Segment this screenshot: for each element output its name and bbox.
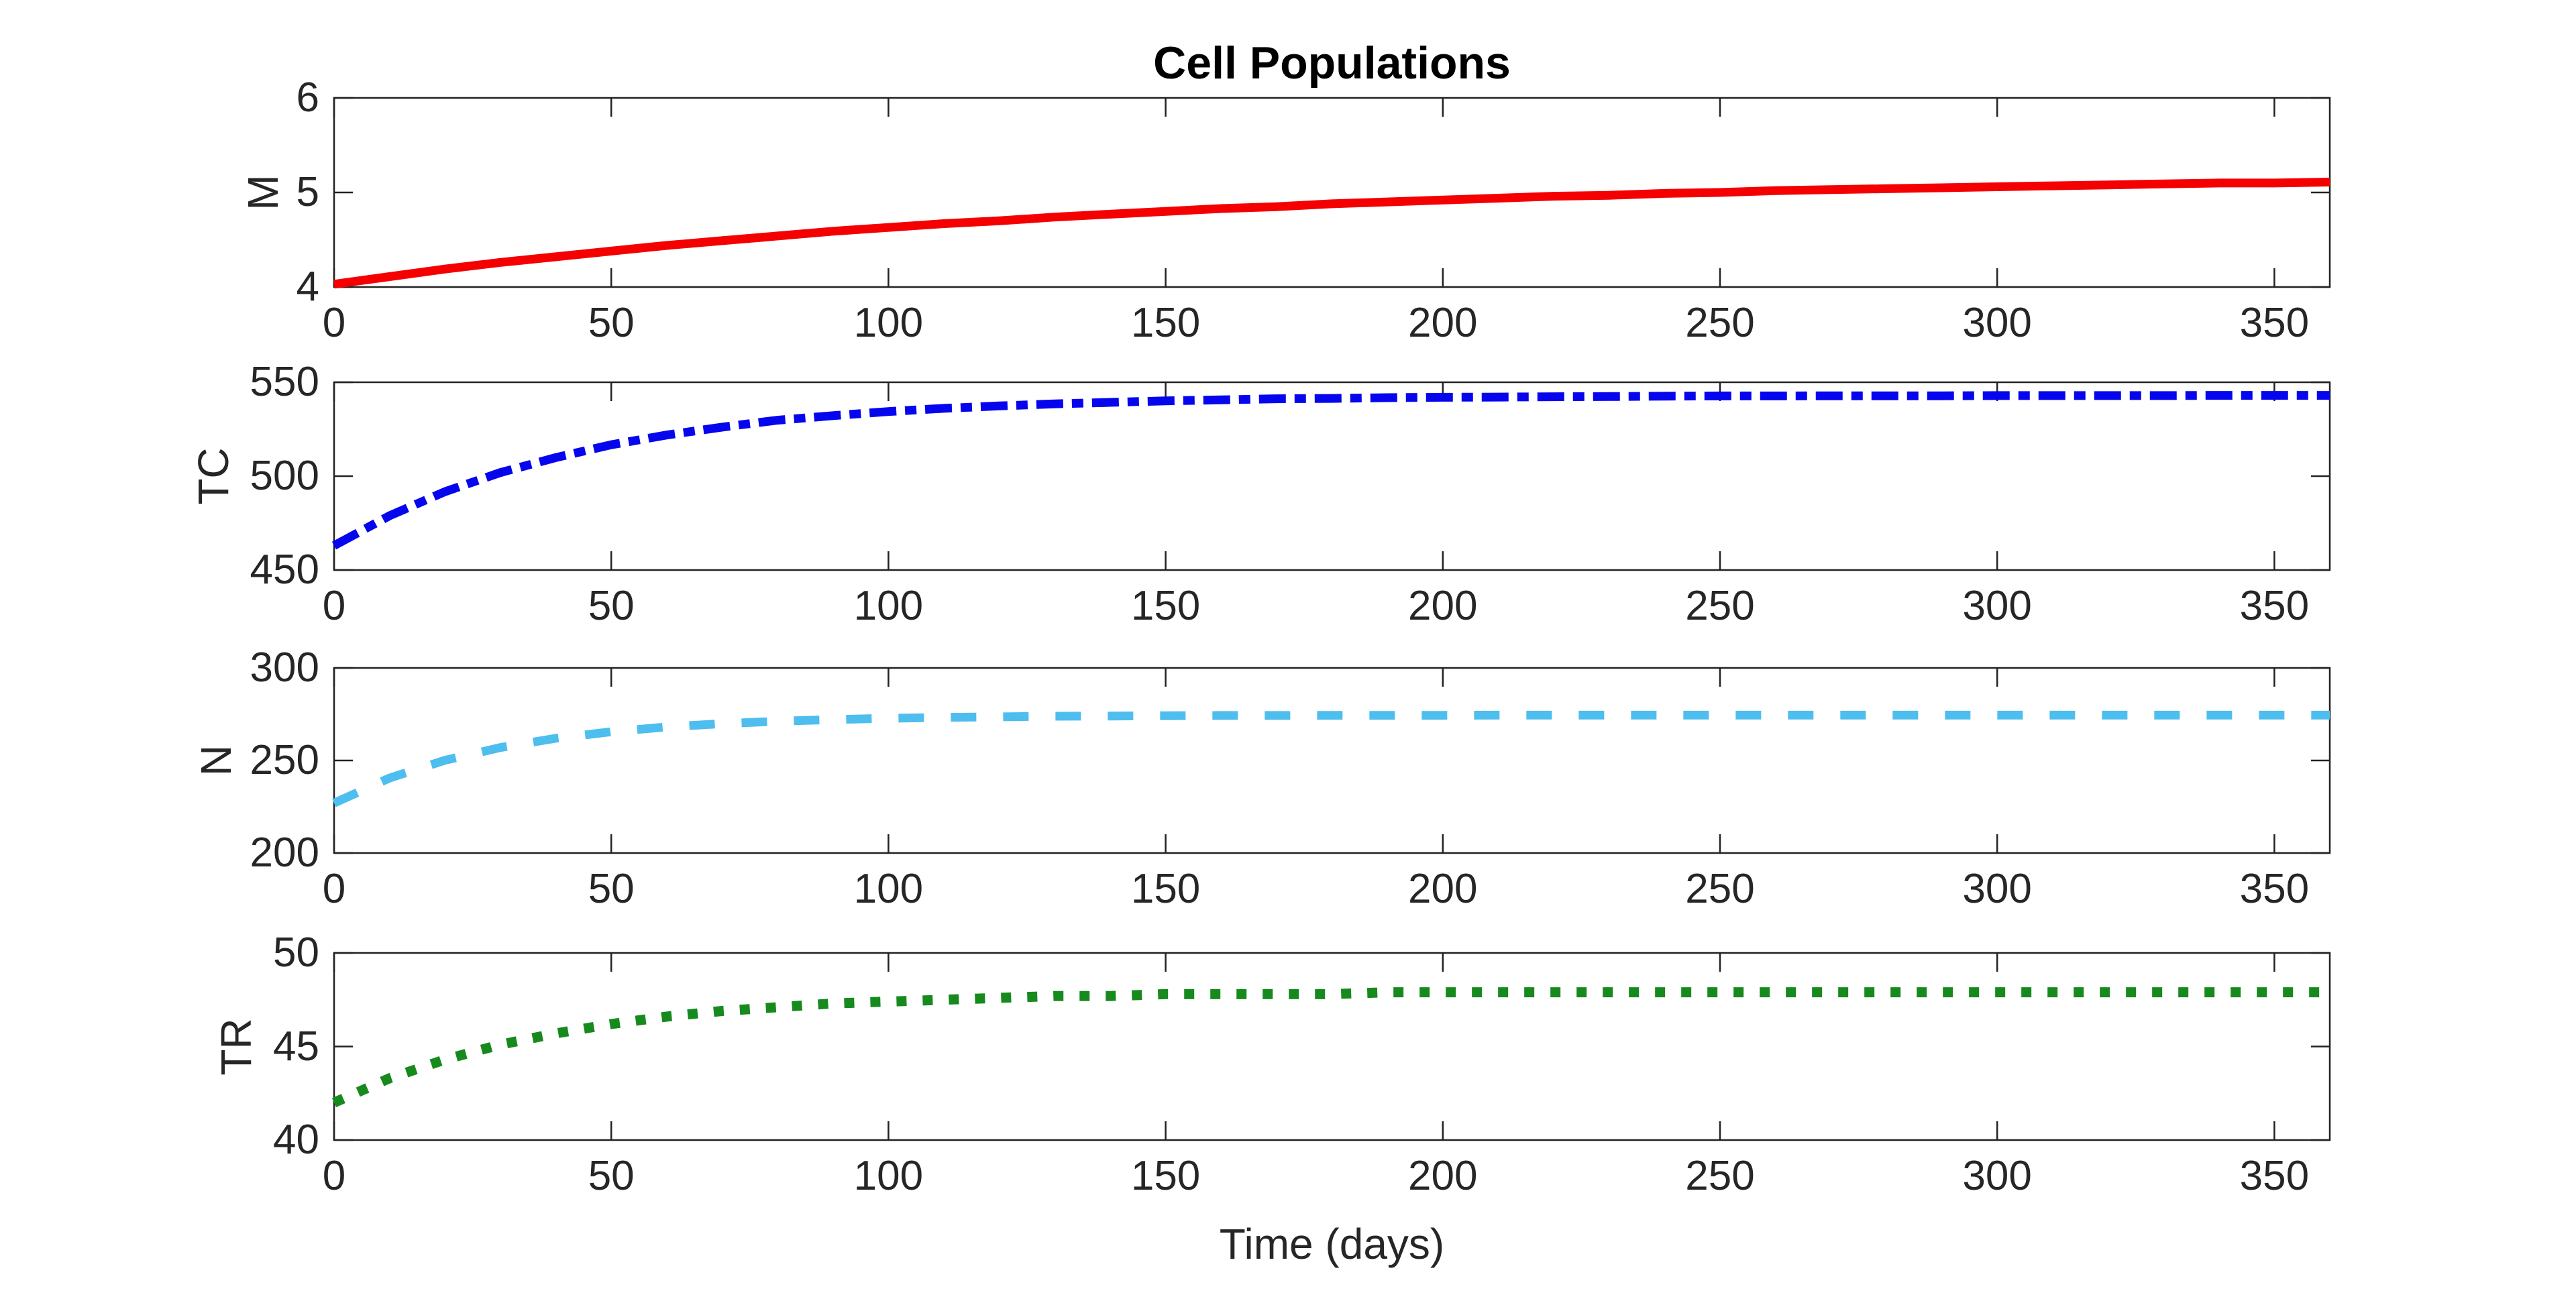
tc-series-line [331, 391, 2330, 550]
x-tick-label: 250 [1685, 300, 1755, 346]
n-series-line [332, 710, 2330, 807]
x-tick-label: 150 [1130, 1153, 1201, 1199]
y-tick-label: 40 [273, 1117, 319, 1163]
y-tick-label: 250 [250, 737, 319, 783]
x-tick-label: 200 [1408, 866, 1478, 912]
x-tick-label: 250 [1685, 866, 1755, 912]
y-tick-label: 50 [273, 929, 319, 976]
x-axis-label: Time (days) [1219, 1220, 1445, 1268]
x-tick-label: 200 [1408, 300, 1478, 346]
y-tick-label: 300 [250, 644, 319, 691]
y-tick-label: 4 [296, 264, 319, 310]
axes-box-tr [333, 952, 2331, 1141]
x-tick-label: 0 [322, 583, 346, 629]
x-tick-label: 200 [1408, 1153, 1478, 1199]
x-tick-label: 300 [1962, 866, 2032, 912]
y-tick-label: 500 [250, 453, 319, 499]
x-tick-label: 0 [322, 1153, 346, 1199]
x-tick-label: 50 [588, 300, 635, 346]
x-tick-label: 300 [1962, 583, 2032, 629]
x-tick-label: 50 [588, 583, 635, 629]
x-tick-label: 100 [853, 583, 924, 629]
x-tick-label: 150 [1130, 583, 1201, 629]
y-axis-label-n: N [192, 744, 240, 777]
x-tick-label: 100 [853, 1153, 924, 1199]
y-tick-label: 5 [296, 169, 319, 215]
x-tick-label: 350 [2239, 1153, 2310, 1199]
y-tick-label: 200 [250, 830, 319, 876]
x-tick-label: 50 [588, 1153, 635, 1199]
x-tick-label: 50 [588, 866, 635, 912]
m-series-line [333, 178, 2330, 289]
chart-title: Cell Populations [1153, 38, 1511, 89]
x-tick-label: 100 [853, 866, 924, 912]
y-tick-label: 6 [296, 74, 319, 121]
axes-box-tc [333, 381, 2331, 571]
x-tick-label: 150 [1130, 866, 1201, 912]
axes-box-m [333, 97, 2331, 288]
y-axis-label-tc: TC [189, 447, 237, 505]
y-axis-label-tr: TR [212, 1017, 260, 1076]
x-tick-label: 300 [1962, 300, 2032, 346]
y-tick-label: 550 [250, 359, 319, 405]
axes-box-n [333, 667, 2331, 854]
x-tick-label: 150 [1130, 300, 1201, 346]
x-tick-label: 0 [322, 866, 346, 912]
x-tick-label: 250 [1685, 1153, 1755, 1199]
x-tick-label: 350 [2239, 300, 2310, 346]
x-tick-label: 300 [1962, 1153, 2032, 1199]
x-tick-label: 350 [2239, 866, 2310, 912]
tr-series-line [331, 987, 2330, 1108]
y-axis-label-m: M [239, 174, 287, 211]
x-tick-label: 350 [2239, 583, 2310, 629]
y-tick-label: 450 [250, 547, 319, 593]
y-tick-label: 45 [273, 1023, 319, 1070]
x-tick-label: 250 [1685, 583, 1755, 629]
x-tick-label: 0 [322, 300, 346, 346]
x-tick-label: 200 [1408, 583, 1478, 629]
x-tick-label: 100 [853, 300, 924, 346]
